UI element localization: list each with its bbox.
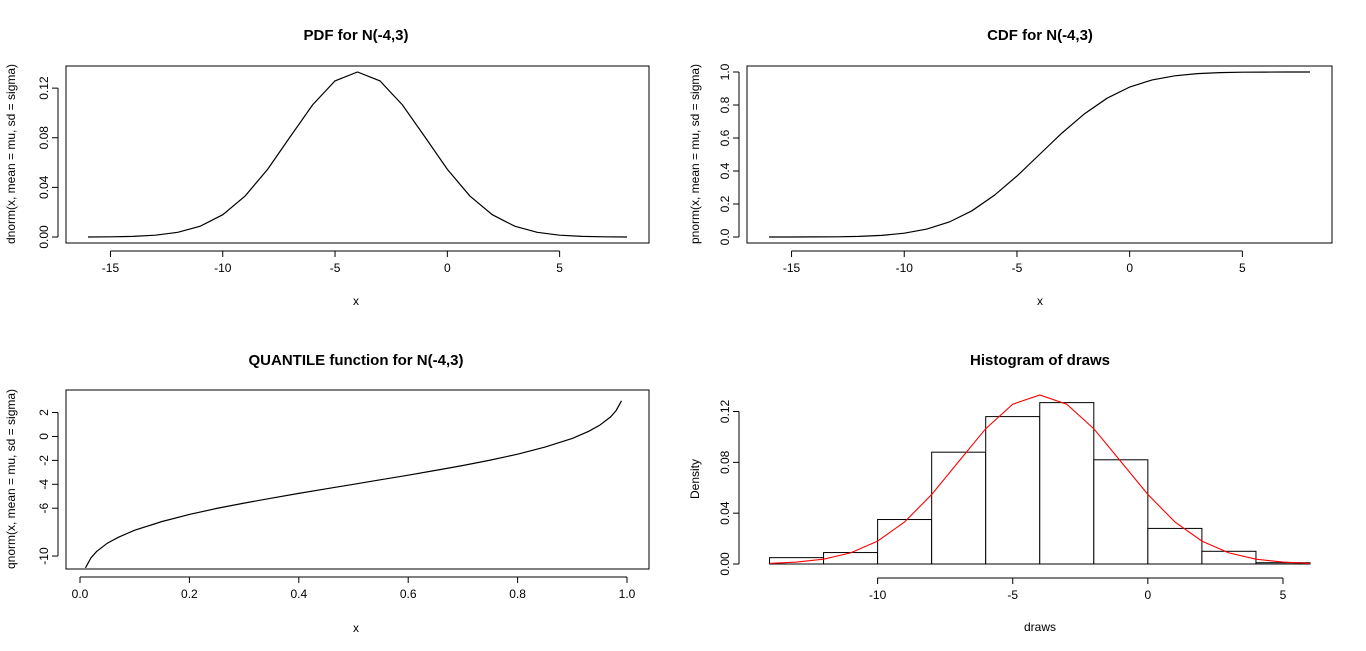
histogram-x-label: draws (1024, 620, 1056, 634)
cdf-y-tick-label: 0.2 (718, 195, 732, 212)
quantile-x-tick-label: 0.2 (181, 587, 198, 601)
histogram-y-tick-label: 0.12 (718, 400, 732, 424)
quantile-x-tick-label: 0.6 (400, 587, 417, 601)
histogram-y-axis: 0.00 0.04 0.08 0.12 (718, 400, 740, 576)
histogram-bar (1093, 459, 1149, 565)
quantile-x-label: x (353, 621, 359, 635)
quantile-panel: QUANTILE function for N(-4,3) 0.0 0.2 0.4 0… (4, 352, 650, 635)
histogram-panel: Histogram of draws -10 -5 0 5 0.000.040.080… (688, 352, 1311, 634)
histogram-bar (985, 416, 1041, 565)
pdf-x-tick-label: -5 (330, 261, 341, 275)
cdf-x-tick-label: -5 (1012, 261, 1023, 275)
pdf-y-tick-label: 0.08 (37, 126, 51, 150)
pdf-curve (87, 71, 628, 238)
histogram-bar (931, 451, 987, 565)
pdf-y-label: dnorm(x, mean = mu, sd = sigma) (4, 64, 18, 244)
histogram-x-tick-label: -10 (869, 588, 887, 602)
cdf-title: CDF for N(-4,3) (987, 27, 1093, 44)
quantile-y-tick-label: 0 (37, 433, 51, 440)
quantile-y-axis: -10 -6 -4 -2 0 2 (37, 409, 59, 565)
quantile-y-tick-label: -2 (37, 455, 51, 466)
histogram-bar (1201, 550, 1257, 565)
cdf-y-axis: 0.0 0.2 0.4 0.6 0.8 1.0 (718, 63, 740, 245)
cdf-y-tick-label: 1.0 (718, 63, 732, 80)
histogram-title: Histogram of draws (970, 352, 1110, 369)
pdf-x-tick-label: 5 (556, 261, 563, 275)
cdf-y-tick-label: 0.8 (718, 96, 732, 113)
histogram-density-curve (769, 394, 1311, 564)
pdf-x-tick-label: -10 (214, 261, 232, 275)
quantile-x-tick-label: 1.0 (619, 587, 636, 601)
pdf-title: PDF for N(-4,3) (304, 27, 409, 44)
cdf-y-tick-label: 0.4 (718, 162, 732, 179)
histogram-x-axis: -10 -5 0 5 (869, 577, 1287, 602)
cdf-x-label: x (1037, 294, 1043, 308)
histogram-y-tick-label: 0.08 (718, 450, 732, 474)
cdf-x-axis: -15 -10 -5 0 5 (783, 250, 1246, 275)
histogram-y-tick-label: 0.04 (718, 501, 732, 525)
quantile-y-tick-label: -4 (37, 479, 51, 490)
pdf-y-axis: 0.00 0.04 0.08 0.12 (37, 76, 59, 249)
pdf-plot-frame (65, 65, 650, 244)
histogram-x-tick-label: -5 (1007, 588, 1018, 602)
quantile-x-axis: 0.0 0.2 0.4 0.6 0.8 1.0 (72, 576, 636, 601)
quantile-x-tick-label: 0.8 (509, 587, 526, 601)
pdf-x-axis: -15 -10 -5 0 5 (102, 250, 563, 275)
pdf-y-tick-label: 0.12 (37, 76, 51, 100)
cdf-y-tick-label: 0.6 (718, 129, 732, 146)
pdf-y-tick-label: 0.04 (37, 175, 51, 199)
quantile-y-label: qnorm(x, mean = mu, sd = sigma) (4, 389, 18, 569)
pdf-panel: PDF for N(-4,3) -15 -10 -5 0 5 0.000.040.080… (4, 27, 650, 308)
quantile-y-tick-label: 2 (37, 409, 51, 416)
histogram-x-tick-label: 5 (1280, 588, 1287, 602)
pdf-x-tick-label: 0 (444, 261, 451, 275)
pdf-x-label: x (353, 294, 359, 308)
histogram-bars-group (769, 402, 1311, 565)
cdf-curve-group (769, 71, 1310, 238)
pdf-x-tick-label: -15 (102, 261, 120, 275)
quantile-y-tick-label: -6 (37, 503, 51, 514)
cdf-x-tick-label: 0 (1126, 261, 1133, 275)
cdf-panel: CDF for N(-4,3) -15 -10 -5 0 5 0.00.20.40.60… (688, 27, 1333, 308)
cdf-y-label: pnorm(x, mean = mu, sd = sigma) (688, 64, 702, 244)
histogram-y-label: Density (688, 459, 702, 499)
cdf-x-tick-label: -15 (783, 261, 801, 275)
quantile-x-tick-label: 0.0 (72, 587, 89, 601)
histogram-x-tick-label: 0 (1145, 588, 1152, 602)
histogram-bar (1039, 402, 1095, 565)
cdf-x-tick-label: 5 (1239, 261, 1246, 275)
quantile-curve-group (84, 400, 623, 569)
cdf-x-tick-label: -10 (896, 261, 914, 275)
histogram-y-tick-label: 0.00 (718, 552, 732, 576)
cdf-plot-frame (746, 65, 1333, 244)
quantile-title: QUANTILE function for N(-4,3) (249, 352, 464, 369)
histogram-bar (1147, 527, 1203, 565)
pdf-curve-group (87, 71, 628, 238)
quantile-x-tick-label: 0.4 (290, 587, 307, 601)
quantile-y-tick-label: -10 (37, 547, 51, 565)
cdf-y-tick-label: 0.0 (718, 228, 732, 245)
histogram-bar (823, 552, 879, 565)
cdf-curve (769, 71, 1310, 238)
quantile-curve (84, 400, 623, 569)
quantile-plot-frame (65, 389, 650, 570)
pdf-y-tick-label: 0.00 (37, 225, 51, 249)
histogram-bar (877, 519, 933, 565)
histogram-density-curve-group (769, 394, 1311, 564)
